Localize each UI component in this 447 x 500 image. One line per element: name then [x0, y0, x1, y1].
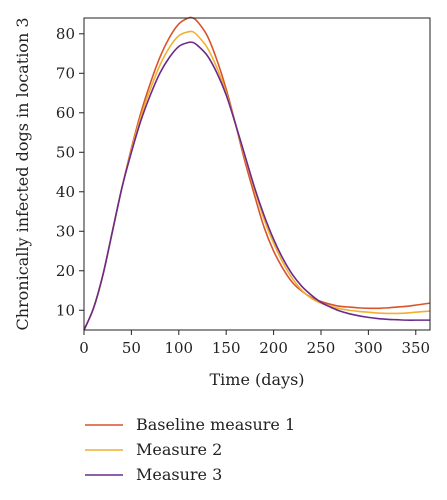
legend-label: Baseline measure 1 — [136, 415, 295, 434]
plot-area — [79, 16, 431, 335]
y-tick-label: 10 — [56, 301, 75, 319]
legend-item: Measure 3 — [85, 465, 222, 484]
labels-layer: 0 50 100 150 200 250 300 350 10 20 30 40 50 60 70 80 — [56, 25, 430, 357]
axes-layer — [79, 17, 431, 335]
x-tick-label: 100 — [164, 339, 193, 357]
y-tick-label: 40 — [56, 183, 75, 201]
legend-item: Baseline measure 1 — [85, 415, 295, 434]
legend-label: Measure 3 — [136, 465, 222, 484]
y-tick-label: 50 — [56, 143, 75, 161]
x-tick-label: 250 — [307, 339, 336, 357]
y-tick-label: 80 — [56, 25, 75, 43]
legend-item: Measure 2 — [85, 440, 222, 459]
x-tick-label: 0 — [79, 339, 89, 357]
series-line-1 — [83, 16, 431, 331]
plot-frame — [83, 17, 431, 331]
x-tick-label: 350 — [401, 339, 430, 357]
y-tick-label: 60 — [56, 104, 75, 122]
series-line-3 — [83, 41, 430, 331]
x-tick-label: 50 — [122, 339, 141, 357]
y-tick-label: 20 — [56, 262, 75, 280]
y-axis-title: Chronically infected dogs in location 3 — [13, 17, 32, 330]
y-tick-label: 30 — [56, 222, 75, 240]
x-tick-label: 150 — [212, 339, 241, 357]
series-line-2 — [83, 30, 431, 331]
x-axis-title: Time (days) — [209, 370, 304, 389]
x-tick-label: 300 — [354, 339, 383, 357]
series-layer — [83, 16, 431, 331]
legend: Baseline measure 1 Measure 2 Measure 3 — [85, 415, 295, 484]
y-tick-label: 70 — [56, 64, 75, 82]
x-tick-label: 200 — [259, 339, 288, 357]
legend-label: Measure 2 — [136, 440, 222, 459]
